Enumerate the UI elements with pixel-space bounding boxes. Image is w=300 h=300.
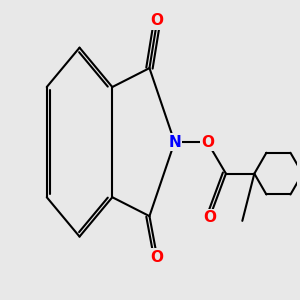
Text: O: O (201, 135, 214, 150)
Text: N: N (168, 135, 181, 150)
Text: O: O (151, 14, 164, 28)
Text: O: O (151, 250, 164, 265)
Text: O: O (203, 210, 216, 225)
